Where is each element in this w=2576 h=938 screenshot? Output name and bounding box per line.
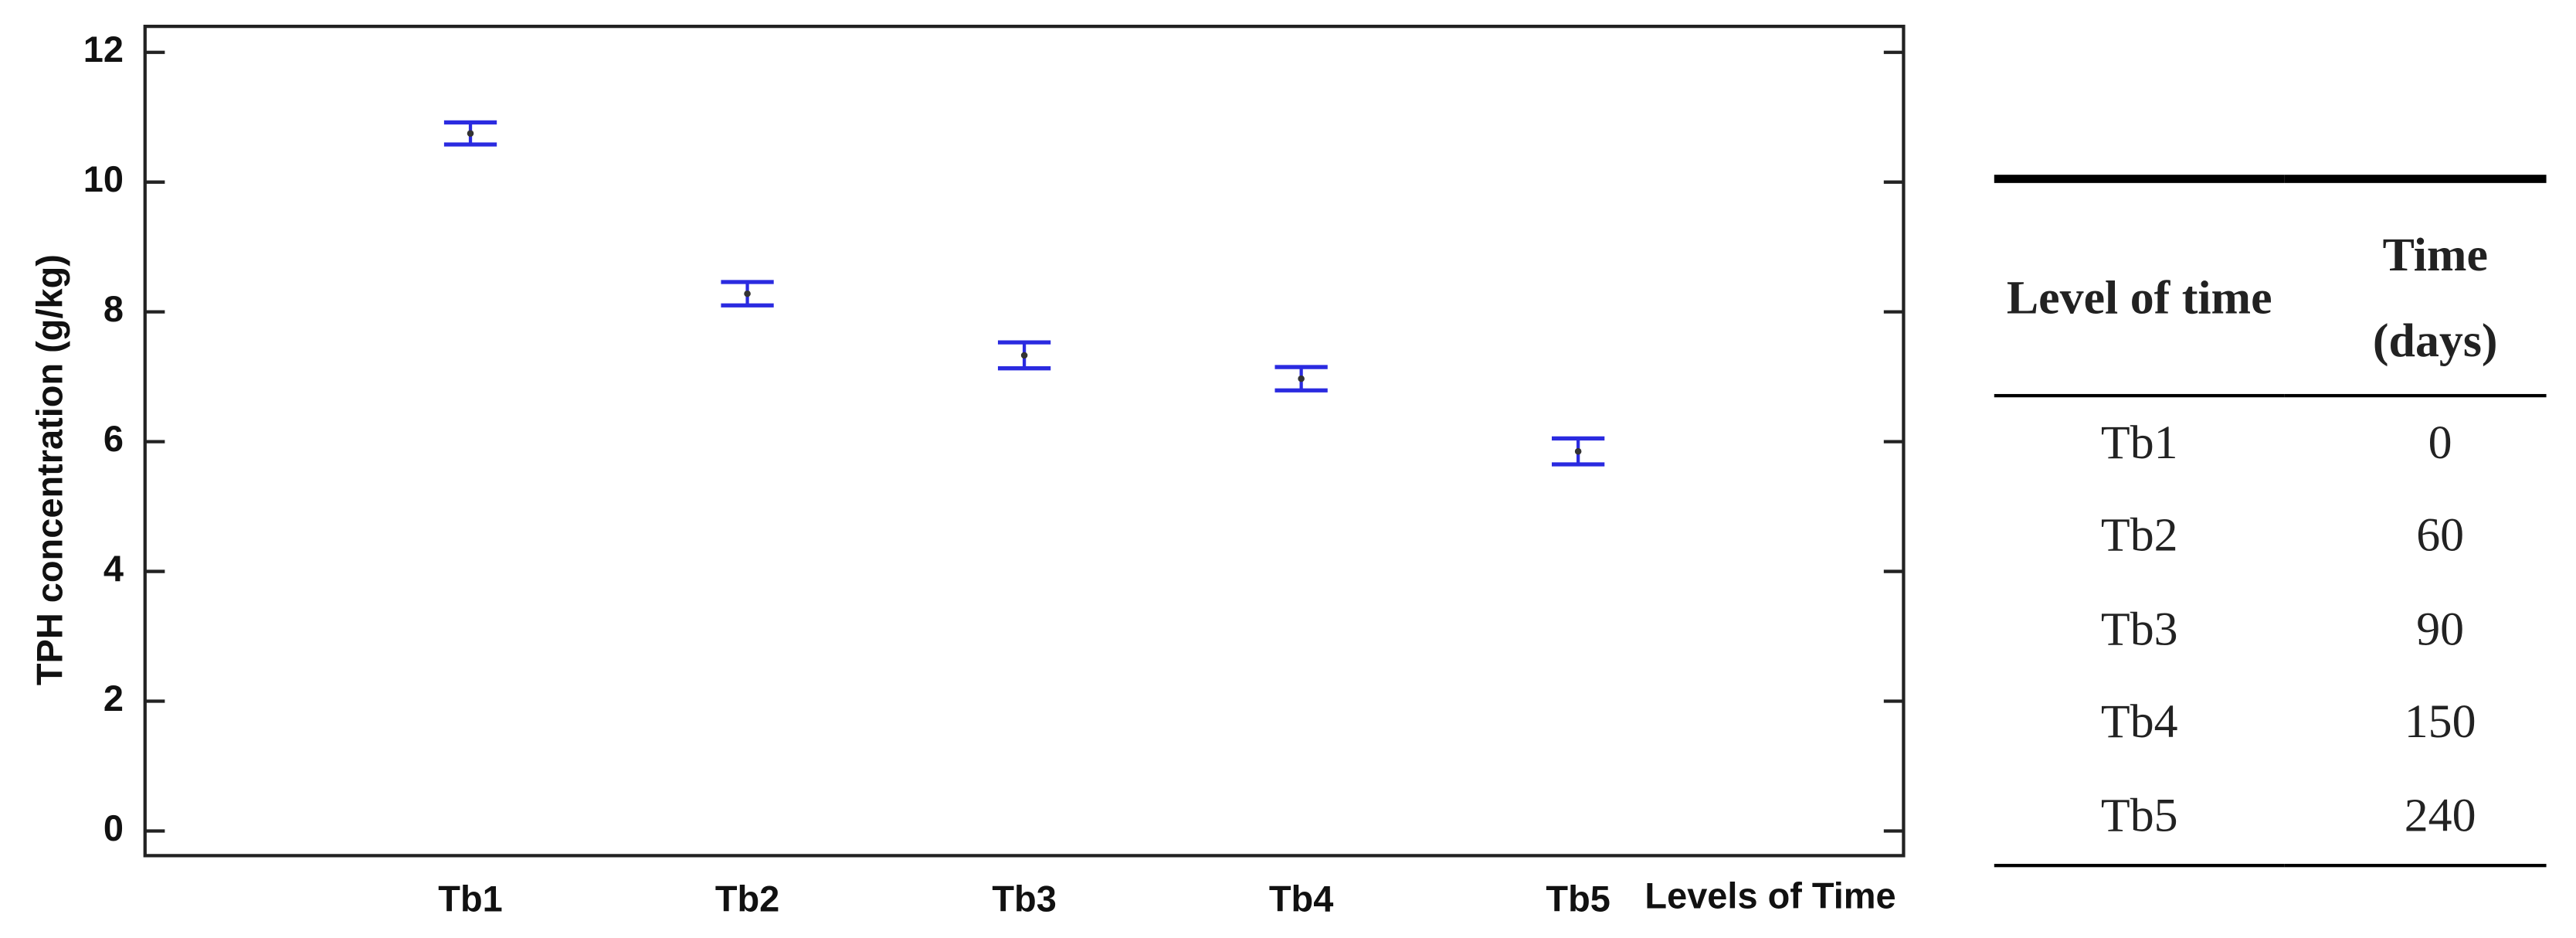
mean-point [1020, 352, 1028, 359]
y-tick-label: 2 [104, 678, 124, 719]
mean-point [467, 130, 474, 137]
table-cell: 0 [2428, 416, 2452, 470]
mean-point [1298, 375, 1305, 382]
table-body: Tb1 0 Tb2 60 Tb3 90 Tb4 150 Tb5 240 [1994, 396, 2547, 865]
table-cell: Tb2 [2100, 509, 2178, 563]
y-tick-label: 0 [104, 808, 124, 848]
table-row: Tb4 150 [1994, 677, 2547, 770]
chart: TPH concentration (g/kg) Levels of Time … [30, 25, 1906, 919]
mean-point [744, 290, 751, 297]
x-tick-label: Tb4 [1269, 879, 1333, 919]
table-row: Tb2 60 [1994, 491, 2547, 584]
mean-point [1574, 447, 1582, 455]
y-tick-label: 4 [104, 549, 124, 589]
table-cell: Tb3 [2100, 603, 2178, 656]
table-cell: 90 [2416, 603, 2465, 656]
table-cell: Tb5 [2100, 789, 2178, 842]
x-tick-label: Tb5 [1546, 879, 1610, 919]
table-cell: 240 [2404, 789, 2476, 842]
header-row: Level of time Time (days) [1994, 178, 2547, 396]
table-head: Level of time Time (days) [1994, 178, 2547, 396]
header-cell: Level of time [2006, 272, 2272, 325]
table-cell: Tb4 [2100, 695, 2178, 749]
table-row: Tb1 0 [1994, 396, 2547, 491]
y-tick-label: 10 [83, 159, 124, 199]
x-tick-label: Tb1 [438, 879, 502, 919]
x-tick-label: Tb3 [992, 879, 1056, 919]
table-row: Tb5 240 [1994, 770, 2547, 865]
table-cell: 60 [2416, 509, 2465, 563]
plot-frame [143, 25, 1906, 858]
table: Level of time Time (days) Tb1 0 Tb2 60 Tb3 90 T… [1994, 175, 2547, 866]
table-row: Tb3 90 [1994, 583, 2547, 677]
y-tick-label: 6 [104, 419, 124, 459]
table-cell: 150 [2404, 695, 2476, 749]
x-axis-label: Levels of Time [1644, 875, 1896, 916]
y-tick-label: 8 [104, 289, 124, 329]
table-cell: Tb1 [2100, 416, 2178, 470]
y-tick-label: 12 [83, 29, 124, 70]
y-axis-label: TPH concentration (g/kg) [30, 254, 70, 685]
header-cell: Time (days) [2372, 229, 2498, 368]
x-tick-label: Tb2 [715, 879, 779, 919]
